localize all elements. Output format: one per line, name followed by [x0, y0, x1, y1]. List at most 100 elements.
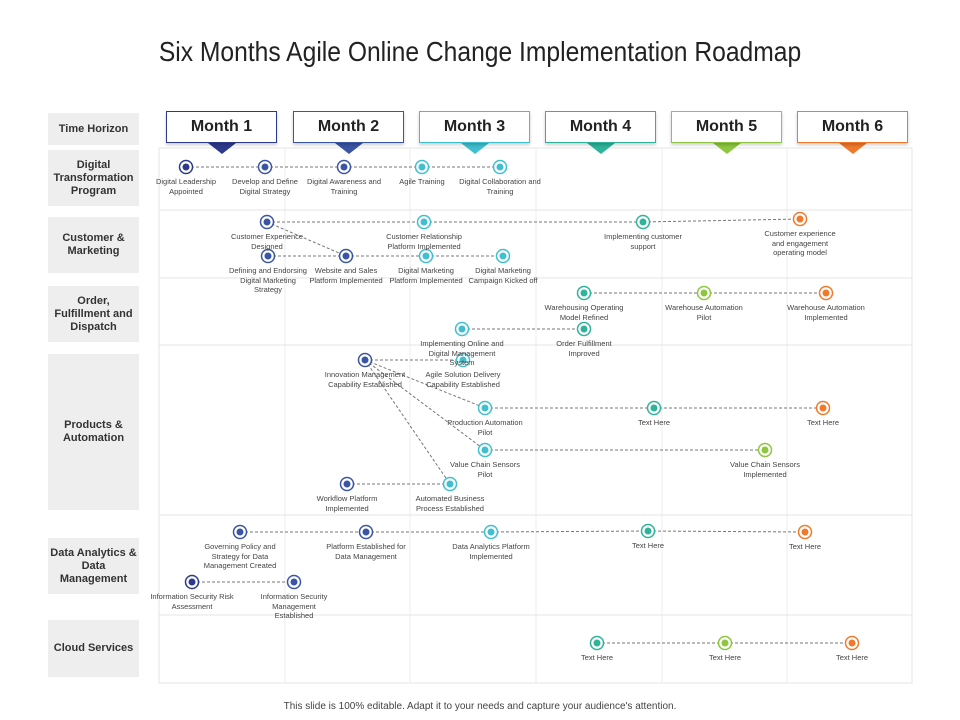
milestone-label: Information Security Risk Assessment [150, 592, 234, 611]
milestone-label: Order Fulfillment Improved [556, 339, 612, 358]
milestone-dot [822, 289, 830, 297]
month-pointer [335, 143, 363, 154]
milestone-label: Customer Relationship Platform Implement… [386, 232, 462, 251]
milestone-dot [481, 446, 489, 454]
milestone-dot [499, 252, 507, 260]
month-header: Month 4 [545, 111, 656, 143]
milestone-label: Warehouse Automation Pilot [665, 303, 743, 322]
month-header: Month 5 [671, 111, 782, 143]
month-header: Month 1 [166, 111, 277, 143]
month-header: Month 6 [797, 111, 908, 143]
milestone-label: Value Chain Sensors Pilot [450, 460, 520, 479]
milestone-dot [721, 639, 729, 647]
milestone-label: Warehousing Operating Model Refined [544, 303, 624, 322]
month-pointer [713, 143, 741, 154]
milestone-dot [580, 325, 588, 333]
milestone-label: Text Here [580, 653, 614, 662]
milestone-label: Digital Collaboration and Training [459, 177, 541, 196]
row-label: Time Horizon [48, 113, 139, 145]
milestone-label: Platform Established for Data Management [326, 542, 406, 561]
connector [364, 359, 486, 451]
month-pointer [587, 143, 615, 154]
milestone-label: Text Here [835, 653, 869, 662]
milestone-dot [420, 218, 428, 226]
milestone-dot [343, 480, 351, 488]
month-pointer [208, 143, 236, 154]
milestone-label: Text Here [788, 542, 822, 551]
row-label: Order, Fulfillment and Dispatch [48, 286, 139, 342]
milestone-dot [458, 325, 466, 333]
milestone-label: Value Chain Sensors Implemented [730, 460, 800, 479]
milestone-label: Workflow Platform Implemented [316, 494, 378, 513]
milestone-label: Text Here [637, 418, 671, 427]
milestone-dot [848, 639, 856, 647]
row-label: Data Analytics & Data Management [48, 538, 139, 594]
milestone-label: Implementing customer support [604, 232, 682, 251]
connector [642, 218, 801, 223]
milestone-label: Digital Awareness and Training [306, 177, 382, 196]
milestone-dot [801, 528, 809, 536]
milestone-label: Customer experience and engagement opera… [764, 229, 836, 257]
milestone-dot [487, 528, 495, 536]
month-pointer [461, 143, 489, 154]
footer: This slide is 100% editable. Adapt it to… [283, 701, 677, 712]
connector [364, 359, 486, 409]
connector [364, 359, 451, 485]
milestone-label: Text Here [708, 653, 742, 662]
row-label: Customer & Marketing [48, 217, 139, 273]
milestone-label: Develop and Define Digital Strategy [232, 177, 298, 196]
milestone-label: Agile Solution Delivery Capability Estab… [425, 370, 501, 389]
milestone-dot [819, 404, 827, 412]
milestone-label: Innovation Management Capability Establi… [324, 370, 406, 389]
milestone-dot [796, 215, 804, 223]
milestone-label: Governing Policy and Strategy for Data M… [203, 542, 277, 570]
milestone-label: Text Here [806, 418, 840, 427]
milestone-dot [459, 356, 467, 364]
milestone-dot [264, 252, 272, 260]
milestone-dot [580, 289, 588, 297]
milestone-dot [700, 289, 708, 297]
milestone-dot [342, 252, 350, 260]
milestone-dot [418, 163, 426, 171]
milestone-dot [261, 163, 269, 171]
connector [266, 221, 347, 257]
milestone-dot [644, 527, 652, 535]
milestone-label: Customer Experience Designed [230, 232, 304, 251]
milestone-dot [639, 218, 647, 226]
milestone-label: Automated Business Process Established [415, 494, 485, 513]
milestone-dot [340, 163, 348, 171]
milestone-dot [650, 404, 658, 412]
milestone-label: Digital Marketing Campaign Kicked off [468, 266, 538, 285]
milestone-dot [362, 528, 370, 536]
milestone-dot [446, 480, 454, 488]
row-label: Cloud Services [48, 620, 139, 677]
milestone-label: Digital Marketing Platform Implemented [389, 266, 463, 285]
milestone-dot [188, 578, 196, 586]
milestone-label: Digital Leadership Appointed [155, 177, 217, 196]
milestone-label: Warehouse Automation Implemented [787, 303, 865, 322]
milestone-dot [481, 404, 489, 412]
milestone-label: Website and Sales Platform Implemented [309, 266, 383, 285]
milestone-label: Data Analytics Platform Implemented [452, 542, 530, 561]
milestone-dot [182, 163, 190, 171]
milestone-dot [263, 218, 271, 226]
milestone-dot [361, 356, 369, 364]
milestone-label: Implementing Online and Digital Manageme… [420, 339, 504, 367]
milestone-dot [422, 252, 430, 260]
milestone-dot [236, 528, 244, 536]
milestone-label: Production Automation Pilot [447, 418, 523, 437]
month-header: Month 2 [293, 111, 404, 143]
milestone-label: Agile Training [399, 177, 445, 186]
connector [490, 530, 649, 533]
row-label: Digital Transformation Program [48, 150, 139, 206]
milestone-dot [290, 578, 298, 586]
row-label: Products & Automation [48, 354, 139, 510]
title: Six Months Agile Online Change Implement… [158, 36, 802, 67]
milestone-dot [593, 639, 601, 647]
connector [647, 530, 806, 533]
milestone-dot [496, 163, 504, 171]
month-pointer [839, 143, 867, 154]
milestone-label: Text Here [631, 541, 665, 550]
